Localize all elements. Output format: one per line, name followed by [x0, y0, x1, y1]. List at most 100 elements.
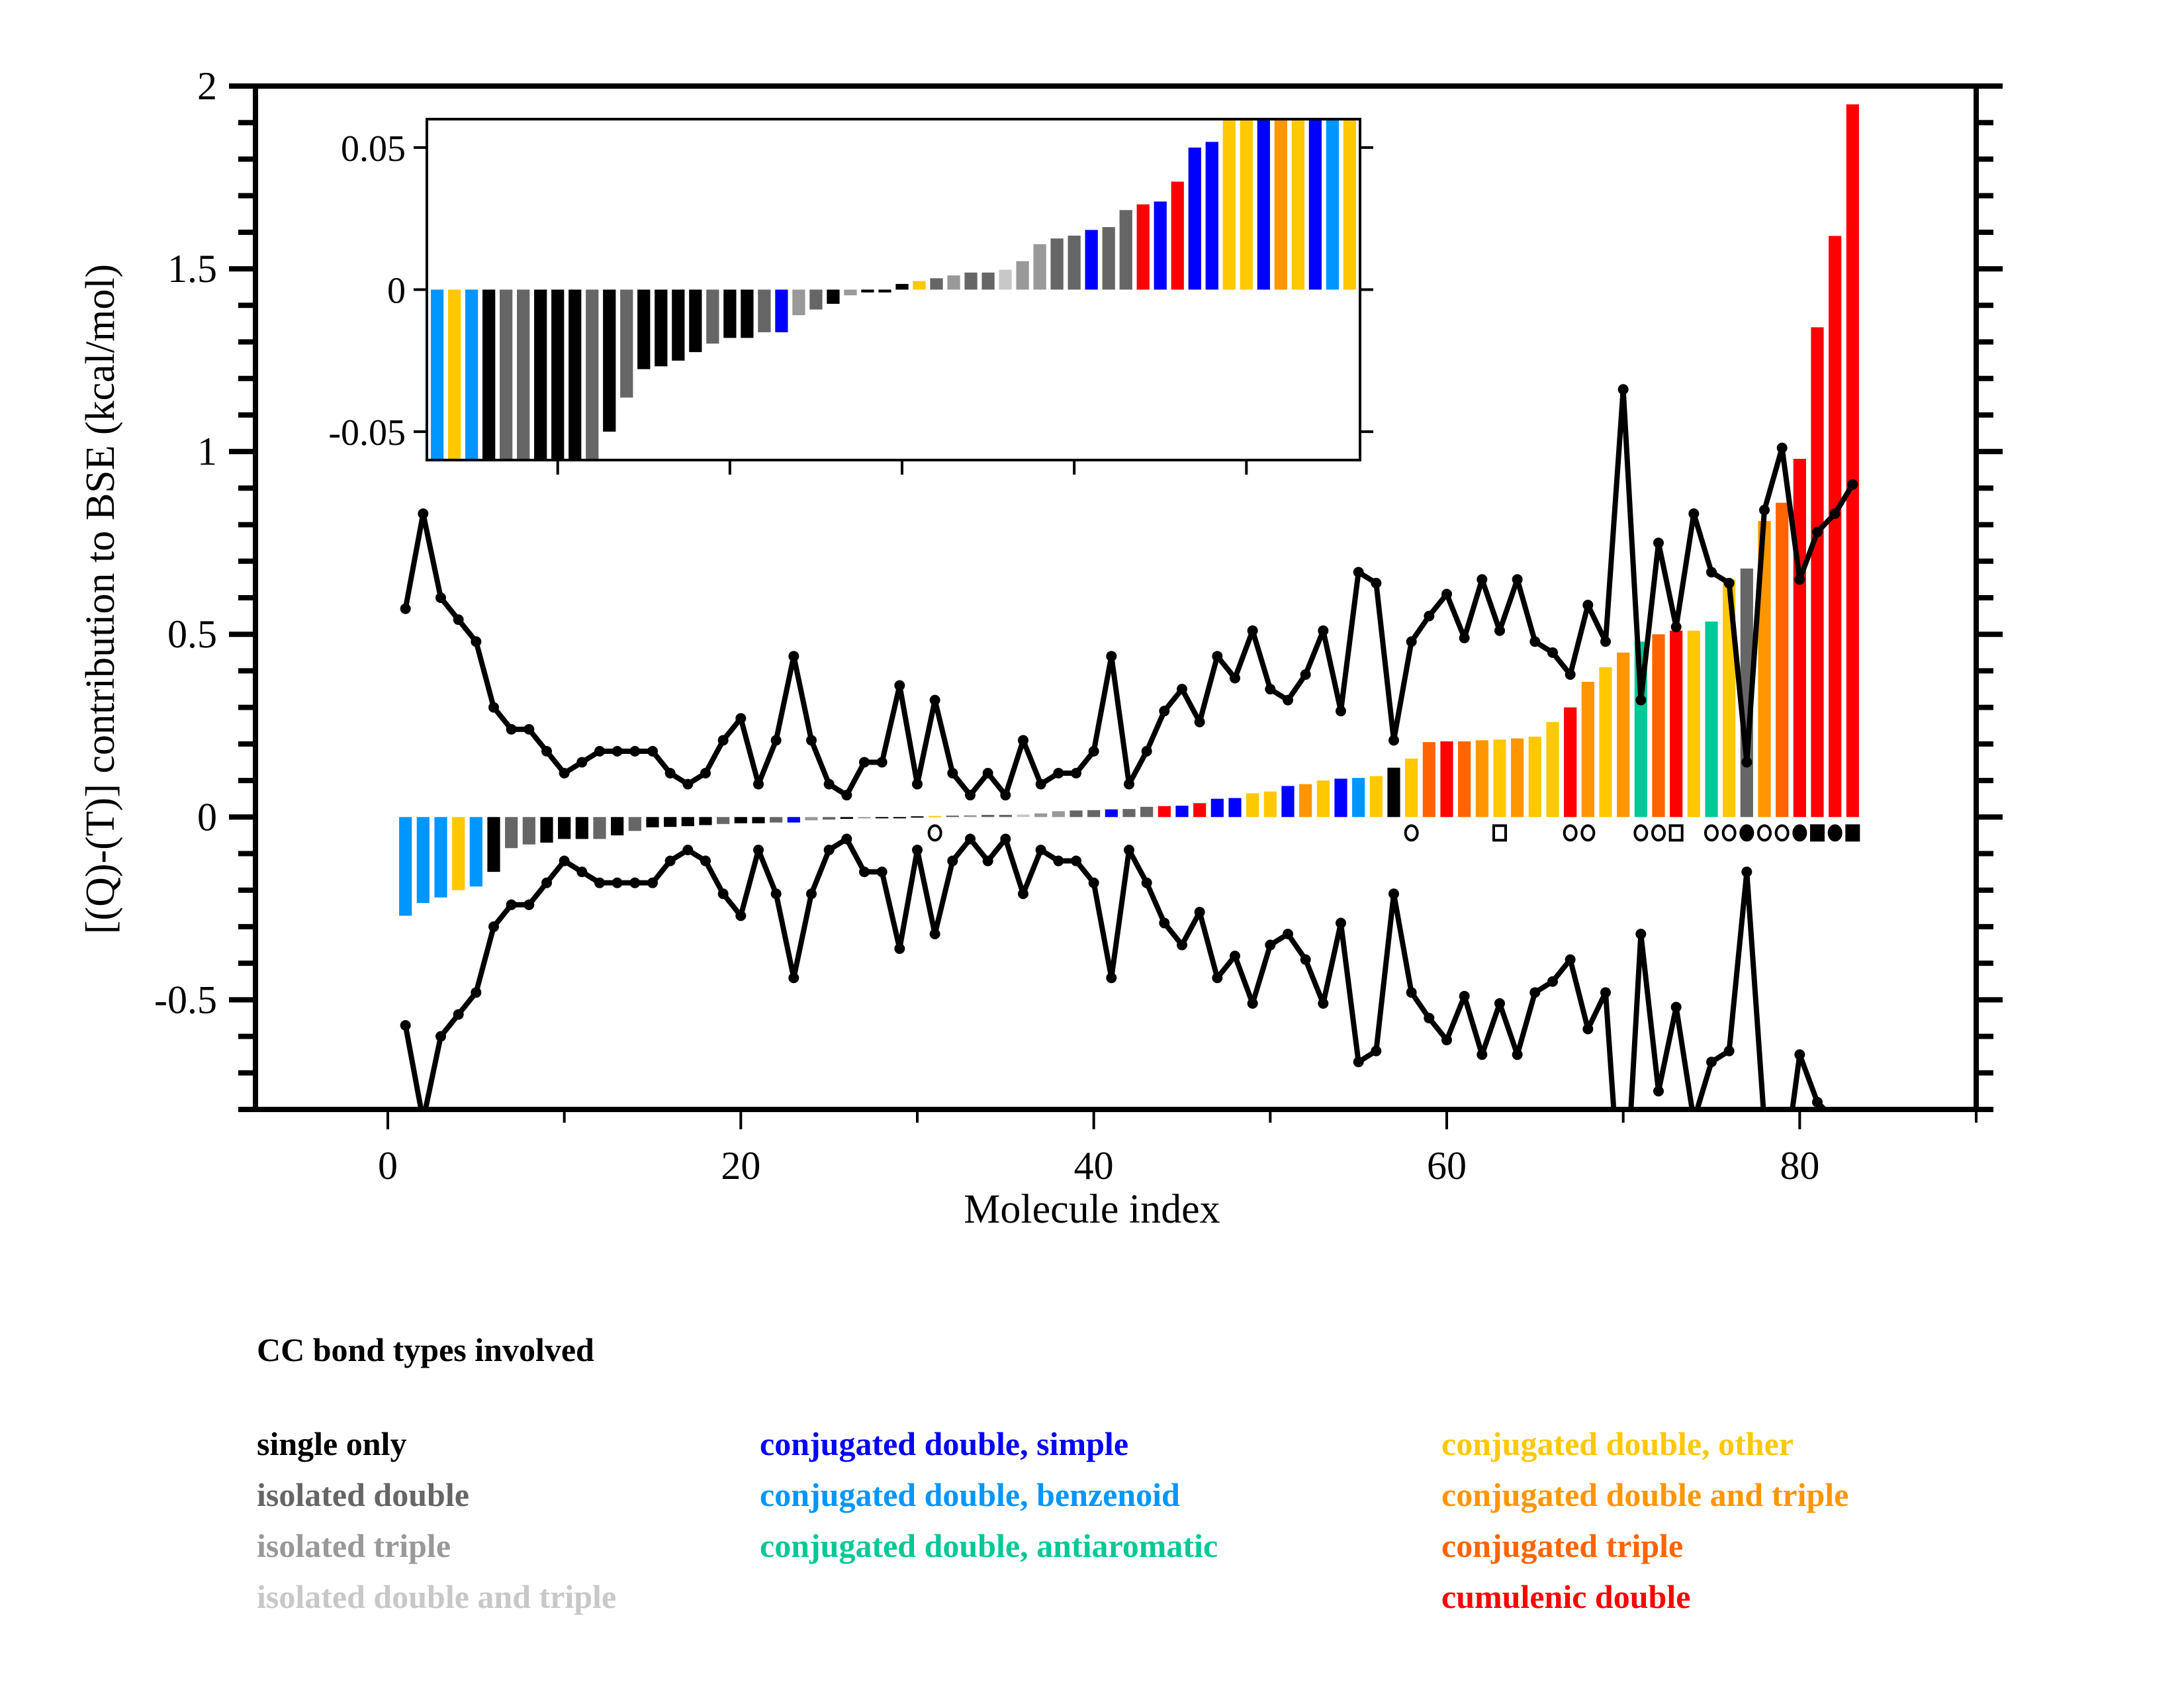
inset-bar-44 — [1136, 204, 1150, 290]
envelope-upper-point — [1759, 504, 1770, 516]
bar-79 — [1776, 502, 1789, 818]
envelope-upper-point — [1617, 384, 1629, 395]
envelope-lower-point — [1388, 888, 1399, 900]
envelope-upper-point — [1441, 588, 1452, 600]
bar-65 — [1528, 736, 1541, 818]
envelope-lower-point — [1477, 1049, 1488, 1060]
inset-bar-10 — [551, 289, 565, 460]
bar-58 — [1405, 758, 1418, 818]
envelope-upper-point — [965, 790, 976, 801]
envelope-lower-point — [1618, 1239, 1629, 1250]
inset-bar-31 — [913, 281, 926, 290]
legend-column: conjugated double, other conjugated doubl… — [1441, 1419, 1848, 1622]
envelope-lower-point — [1088, 877, 1099, 888]
legend-title: CC bond types involved — [257, 1331, 594, 1368]
envelope-lower-point — [647, 877, 658, 888]
inset-bar-47 — [1188, 147, 1201, 290]
inset-bar-15 — [637, 289, 651, 369]
envelope-upper-point — [1283, 694, 1293, 706]
bar-33 — [964, 815, 977, 818]
bar-31 — [929, 816, 942, 818]
inset-bar-51 — [1257, 119, 1270, 290]
inset-bar-14 — [620, 289, 633, 398]
bar-15 — [646, 817, 659, 827]
bar-18 — [699, 817, 712, 825]
bar-63 — [1493, 739, 1506, 818]
envelope-lower-point — [1812, 1096, 1823, 1107]
envelope-upper-point — [700, 768, 711, 779]
envelope-lower-point — [753, 844, 764, 855]
legend-item: single only — [257, 1425, 407, 1462]
bar-54 — [1334, 778, 1347, 818]
envelope-upper-point — [982, 768, 993, 779]
bar-66 — [1546, 722, 1559, 818]
bar-57 — [1387, 767, 1400, 818]
bar-68 — [1581, 681, 1594, 818]
envelope-lower-point — [1230, 951, 1240, 962]
envelope-lower-point — [576, 867, 588, 878]
inset-bar-42 — [1102, 227, 1115, 290]
envelope-upper-point — [1670, 622, 1682, 633]
bar-67 — [1564, 707, 1577, 818]
envelope-lower-point — [1741, 867, 1752, 878]
envelope-upper-point — [1318, 625, 1329, 636]
main-plot-area — [399, 104, 1860, 1250]
bar-52 — [1299, 784, 1312, 818]
inset-bar-6 — [482, 289, 496, 460]
y-tick-label: 1.5 — [167, 247, 217, 291]
envelope-lower-point — [1000, 833, 1011, 845]
envelope-upper-point — [1353, 567, 1364, 578]
envelope-lower-point — [806, 888, 817, 900]
inset-bar-27 — [844, 289, 857, 296]
inset-background — [427, 119, 1360, 460]
bar-62 — [1475, 740, 1488, 818]
envelope-lower-point — [559, 855, 570, 867]
bar-6 — [487, 817, 500, 872]
envelope-lower-point — [1406, 987, 1417, 998]
marker-filled-square-81 — [1810, 824, 1825, 842]
envelope-lower-point — [1723, 1045, 1735, 1056]
inset-bar-40 — [1068, 235, 1081, 290]
marker-filled-square-83 — [1845, 824, 1860, 842]
envelope-lower-point — [841, 833, 852, 845]
envelope-lower-point — [1071, 855, 1081, 867]
bar-83 — [1846, 104, 1859, 818]
bar-75 — [1705, 621, 1718, 818]
envelope-upper-point — [453, 614, 464, 626]
envelope-upper-point — [559, 768, 570, 779]
marker-open-circle-68 — [1580, 824, 1596, 842]
legend-item: conjugated double, other — [1441, 1425, 1794, 1462]
bar-32 — [946, 816, 959, 818]
inset-bar-20 — [723, 289, 737, 338]
inset-bar-22 — [758, 289, 771, 332]
bar-3 — [434, 817, 447, 898]
envelope-lower-point — [453, 1009, 464, 1020]
marker-open-square-63 — [1492, 824, 1507, 842]
envelope-upper-point — [629, 745, 641, 757]
envelope-upper-point — [1212, 651, 1223, 662]
envelope-lower-point — [770, 888, 782, 900]
envelope-lower-point — [612, 877, 623, 888]
legend-item: isolated triple — [257, 1527, 451, 1564]
envelope-lower-point — [435, 1031, 446, 1042]
envelope-lower-point — [1371, 1045, 1382, 1056]
envelope-lower-point — [1318, 998, 1329, 1009]
envelope-lower-line — [402, 836, 1829, 1109]
envelope-upper-point — [1494, 625, 1505, 636]
marker-open-circle-79 — [1774, 824, 1790, 842]
envelope-upper-point — [1053, 768, 1064, 779]
bar-74 — [1687, 630, 1700, 818]
inset-bar-26 — [827, 289, 840, 304]
envelope-lower-point — [1194, 906, 1205, 917]
envelope-upper-point — [1230, 673, 1240, 684]
inset-bar-41 — [1085, 230, 1098, 290]
envelope-lower-point — [1124, 844, 1134, 855]
envelope-upper-point — [1477, 574, 1488, 585]
inset-bar-13 — [603, 289, 616, 432]
envelope-upper-point — [1194, 716, 1205, 727]
envelope-upper-point — [1141, 745, 1152, 757]
envelope-lower-point — [1600, 987, 1611, 998]
legend-item: conjugated double, benzenoid — [760, 1476, 1180, 1513]
inset-bar-5 — [465, 289, 478, 460]
envelope-lower-point — [1159, 917, 1170, 929]
